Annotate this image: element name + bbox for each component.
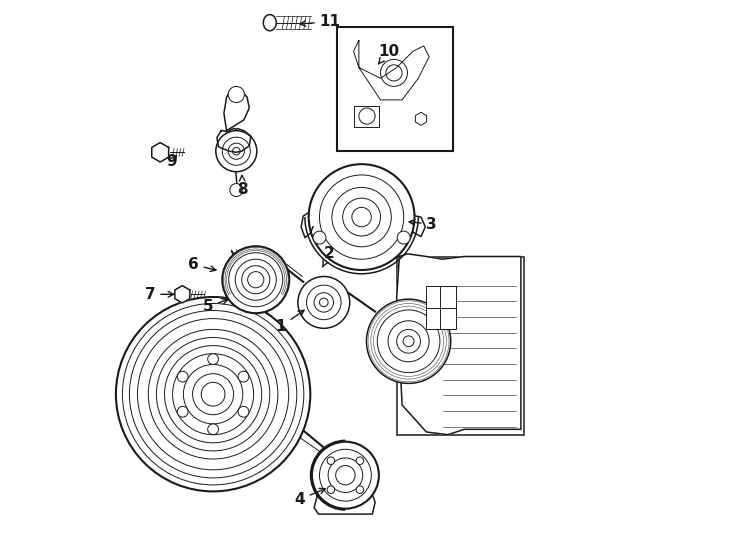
Text: 8: 8 xyxy=(238,176,248,197)
Circle shape xyxy=(366,299,451,383)
Circle shape xyxy=(307,285,341,320)
Circle shape xyxy=(356,486,363,494)
Text: 10: 10 xyxy=(378,44,399,64)
Text: 9: 9 xyxy=(166,154,177,170)
Text: 1: 1 xyxy=(275,310,304,334)
Circle shape xyxy=(319,175,404,259)
Circle shape xyxy=(230,184,243,197)
Polygon shape xyxy=(152,143,169,162)
Text: 5: 5 xyxy=(203,299,228,314)
Circle shape xyxy=(309,164,415,270)
Circle shape xyxy=(377,310,440,373)
Circle shape xyxy=(313,231,326,244)
Circle shape xyxy=(222,246,289,313)
Text: 11: 11 xyxy=(300,14,341,29)
Circle shape xyxy=(208,354,219,364)
Circle shape xyxy=(298,276,349,328)
Polygon shape xyxy=(314,491,375,514)
Bar xyxy=(354,106,379,127)
Circle shape xyxy=(178,406,188,417)
Circle shape xyxy=(312,442,379,509)
Circle shape xyxy=(116,297,310,491)
Polygon shape xyxy=(396,254,521,435)
Circle shape xyxy=(327,457,335,464)
Circle shape xyxy=(228,86,244,103)
Text: 2: 2 xyxy=(323,246,335,267)
Ellipse shape xyxy=(264,15,276,31)
Bar xyxy=(426,286,456,329)
Circle shape xyxy=(327,486,335,494)
Circle shape xyxy=(356,457,363,464)
Circle shape xyxy=(208,424,219,435)
Polygon shape xyxy=(224,89,250,131)
Circle shape xyxy=(238,372,249,382)
Circle shape xyxy=(238,406,249,417)
Polygon shape xyxy=(217,129,251,152)
Text: 3: 3 xyxy=(409,217,437,232)
Polygon shape xyxy=(175,286,190,303)
Polygon shape xyxy=(354,40,429,100)
Bar xyxy=(338,27,454,151)
Circle shape xyxy=(178,372,188,382)
Circle shape xyxy=(216,131,257,172)
Text: 6: 6 xyxy=(188,257,216,272)
Text: 7: 7 xyxy=(145,287,174,302)
Text: 4: 4 xyxy=(294,488,325,507)
Bar xyxy=(396,256,523,435)
Circle shape xyxy=(397,231,410,244)
Polygon shape xyxy=(415,112,426,125)
